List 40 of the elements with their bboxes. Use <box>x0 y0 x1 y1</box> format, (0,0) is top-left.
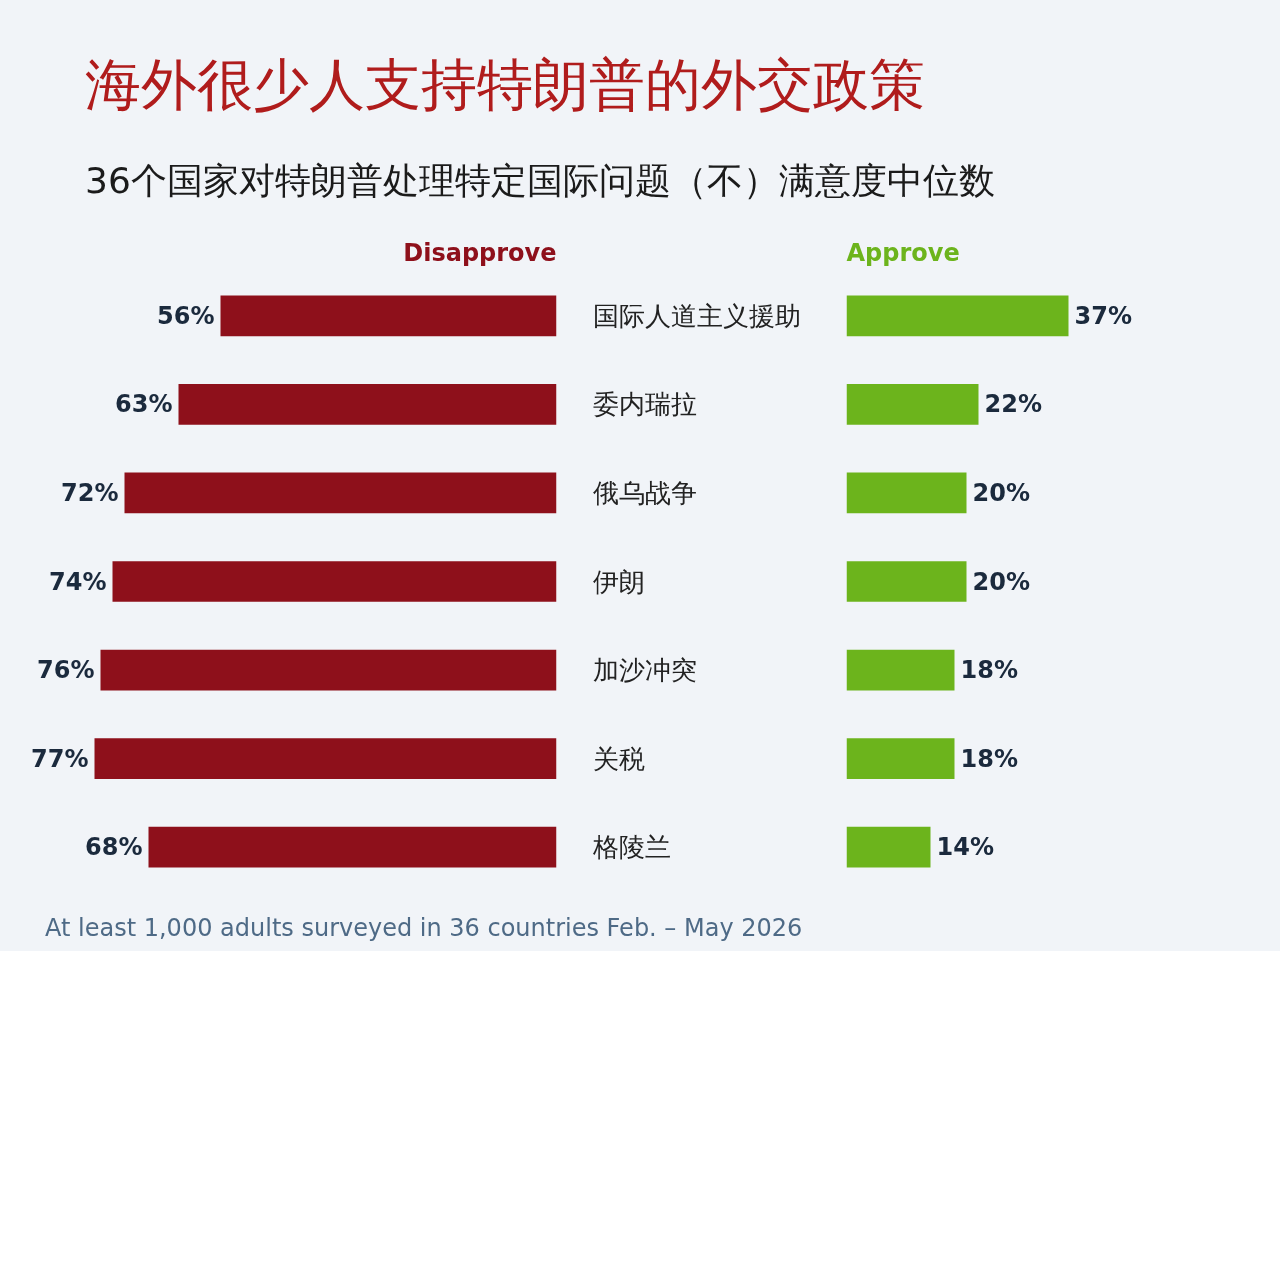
bar <box>148 827 557 869</box>
data-label: 37% <box>1074 302 1132 331</box>
data-label: 22% <box>984 390 1042 419</box>
chart-subtitle: 36个国家对特朗普处理特定国际问题（不）满意度中位数 <box>85 159 995 203</box>
y-tick-label: 俄乌战争 <box>592 478 697 509</box>
bar <box>112 561 557 603</box>
data-label: 77% <box>31 745 89 774</box>
bar <box>846 295 1069 337</box>
bar <box>846 827 931 869</box>
chart-title: 海外很少人支持特朗普的外交政策 <box>85 51 925 119</box>
y-tick-label: 国际人道主义援助 <box>592 301 801 332</box>
data-label: 18% <box>960 745 1018 774</box>
series-label: Approve <box>846 238 960 267</box>
data-label: 76% <box>37 656 95 685</box>
bar <box>220 295 557 337</box>
bar <box>94 738 557 780</box>
bar <box>846 738 955 780</box>
y-tick-label: 加沙冲突 <box>592 655 697 686</box>
series-label: Disapprove <box>403 238 557 267</box>
data-label: 14% <box>936 833 994 862</box>
bar <box>846 472 967 514</box>
bar <box>178 384 557 426</box>
y-tick-label: 伊朗 <box>592 566 645 597</box>
y-tick-label: 关税 <box>592 744 645 775</box>
bar <box>124 472 557 514</box>
bar <box>100 650 557 691</box>
data-label: 56% <box>157 302 215 331</box>
data-label: 74% <box>49 567 107 596</box>
data-label: 18% <box>960 656 1018 685</box>
y-tick-label: 格陵兰 <box>591 832 671 863</box>
y-tick-label: 委内瑞拉 <box>592 389 697 420</box>
bar <box>846 650 955 691</box>
data-label: 20% <box>972 567 1030 596</box>
data-label: 68% <box>85 833 143 862</box>
data-label: 72% <box>61 479 119 508</box>
bar <box>846 384 979 426</box>
data-label: 63% <box>115 390 173 419</box>
data-label: 20% <box>972 479 1030 508</box>
bar <box>846 561 967 603</box>
text: At least 1,000 adults surveyed in 36 countries Feb. – May 2026 <box>45 913 803 945</box>
